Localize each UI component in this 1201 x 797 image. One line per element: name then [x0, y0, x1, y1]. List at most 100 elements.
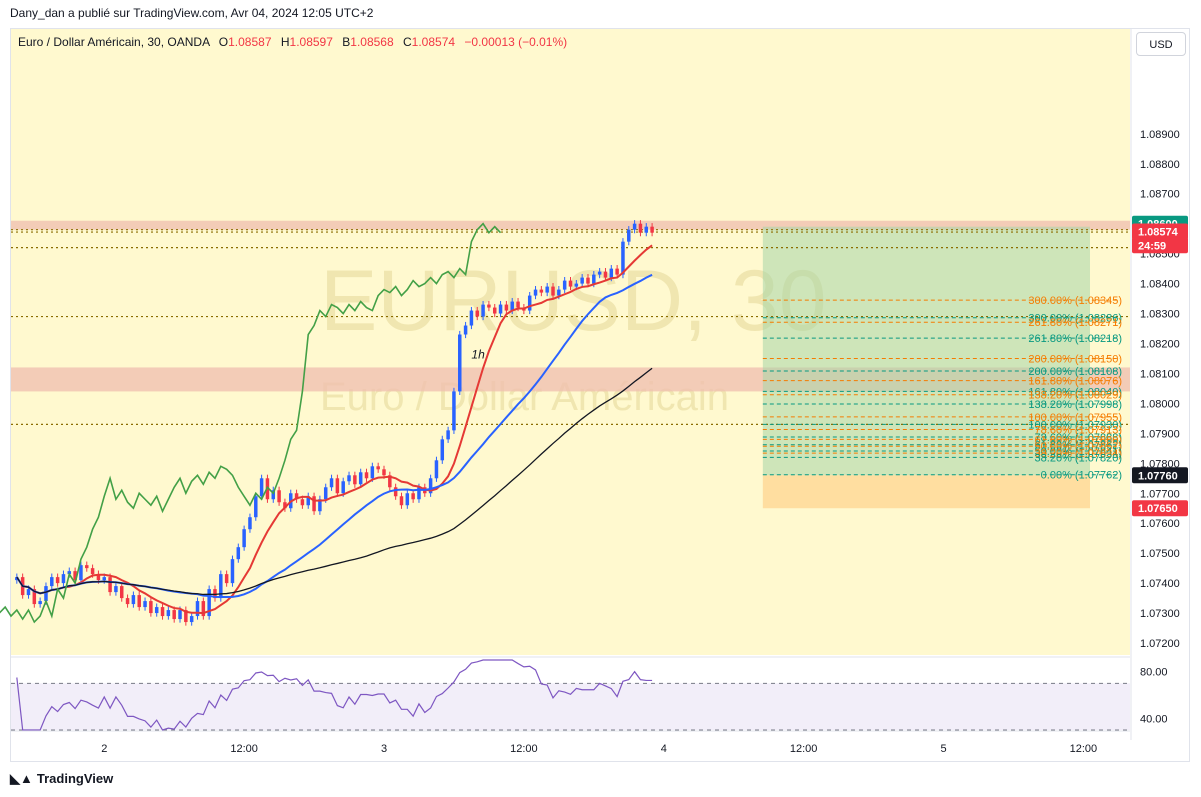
candle-body [341, 481, 345, 494]
candle-body [527, 295, 532, 311]
candle-body [119, 586, 124, 599]
tradingview-footer: ◣▲ TradingView [10, 771, 113, 787]
candle-body [452, 391, 456, 431]
candle-body [137, 595, 141, 608]
candle-body [242, 529, 246, 548]
candle-body [597, 271, 602, 275]
candle-body [609, 268, 614, 278]
candle-body [568, 280, 573, 287]
conversion-line [15, 244, 653, 615]
candle-body [358, 472, 363, 485]
candle-body [475, 310, 479, 317]
time-tick-label: 3 [381, 743, 387, 755]
candle-body [638, 223, 643, 233]
candle-body [382, 469, 386, 476]
candle-body [166, 610, 171, 617]
candle-body [481, 304, 485, 317]
candle-body [492, 307, 497, 314]
candle-body [487, 304, 491, 308]
candle-body [318, 499, 322, 512]
candle-body [259, 478, 264, 497]
candle-body [44, 586, 48, 602]
price-tick-label: 1.07700 [1140, 488, 1180, 500]
candle-body [154, 607, 159, 614]
price-tick-label: 1.08800 [1140, 159, 1180, 171]
candle-body [557, 289, 561, 296]
price-tick-label: 1.08900 [1140, 129, 1180, 141]
candle-body [50, 577, 54, 587]
candle-body [61, 574, 66, 584]
fib-level-label: 38.20% (1.07820) [1035, 452, 1122, 464]
candle-body [283, 502, 287, 509]
candle-body [388, 475, 392, 488]
legend-close: 1.08574 [411, 35, 456, 49]
candle-body [458, 334, 462, 392]
candle-body [533, 289, 538, 296]
publisher-header: Dany_dan a publié sur TradingView.com, A… [10, 6, 374, 20]
candle-body [207, 589, 211, 617]
candle-body [254, 496, 258, 518]
price-label-box [1132, 500, 1188, 517]
time-tick-label: 4 [661, 743, 667, 755]
legend-open-label: O [218, 35, 229, 49]
candle-body [428, 478, 433, 494]
candle-body [393, 487, 398, 497]
fib-level-label: 261.80% (1.08271) [1028, 317, 1122, 329]
candle-body [224, 574, 229, 584]
candle-body [79, 565, 83, 581]
candle-body [294, 493, 299, 500]
time-tick-label: 2 [101, 743, 107, 755]
moving-average-line [16, 367, 653, 596]
long-position-stop-zone [762, 475, 1090, 509]
candle-body [469, 310, 474, 326]
candle-body [312, 496, 316, 512]
fib-level-label: 200.00% (1.08108) [1028, 366, 1122, 378]
candle-body [67, 571, 72, 575]
fib-level-label: 261.80% (1.08218) [1028, 333, 1122, 345]
candle-body [644, 226, 649, 233]
candle-body [376, 466, 380, 470]
price-tick-label: 1.07300 [1140, 608, 1180, 620]
candle-body [90, 568, 95, 575]
legend-low: 1.08568 [350, 35, 394, 49]
candle-body [160, 607, 165, 617]
fib-level-label: 100.00% (1.07930) [1028, 419, 1122, 431]
legend-close-label: C [403, 35, 412, 49]
price-tick-label: 1.07900 [1140, 428, 1180, 440]
candle-body [26, 589, 31, 596]
candle-body [615, 268, 619, 275]
legend-high-label: H [280, 35, 290, 49]
candle-body [329, 478, 334, 488]
candle-body [411, 493, 415, 500]
currency-button[interactable]: USD [1136, 32, 1186, 56]
candle-body [189, 616, 194, 623]
price-label-text: 1.08574 [1138, 226, 1179, 238]
fib-level-label: 138.20% (1.07998) [1028, 399, 1122, 411]
price-tick-label: 1.08400 [1140, 279, 1180, 291]
candle-body [184, 610, 188, 623]
candle-body [539, 289, 544, 293]
candle-body [125, 598, 130, 605]
time-tick-label: 12:00 [230, 743, 258, 755]
candle-body [586, 277, 590, 284]
candle-body [108, 577, 112, 593]
fib-level-label: 61.80% (1.07880) [1035, 434, 1122, 446]
candle-body [347, 475, 351, 482]
candle-body [463, 325, 468, 335]
candle-body [510, 301, 514, 311]
rsi-band [11, 683, 1130, 730]
price-label-box [1132, 467, 1188, 484]
resistance-zone [11, 220, 1130, 230]
price-tick-label: 1.07600 [1140, 518, 1180, 530]
candle-body [516, 301, 520, 308]
candle-body [143, 601, 147, 608]
candle-body [172, 610, 176, 620]
price-label-box [1132, 237, 1188, 254]
candle-body [114, 586, 118, 593]
legend-high: 1.08597 [289, 35, 333, 49]
candle-body [621, 241, 625, 275]
candle-body [195, 601, 200, 617]
candle-body [219, 574, 223, 599]
price-tick-label: 1.08700 [1140, 189, 1180, 201]
